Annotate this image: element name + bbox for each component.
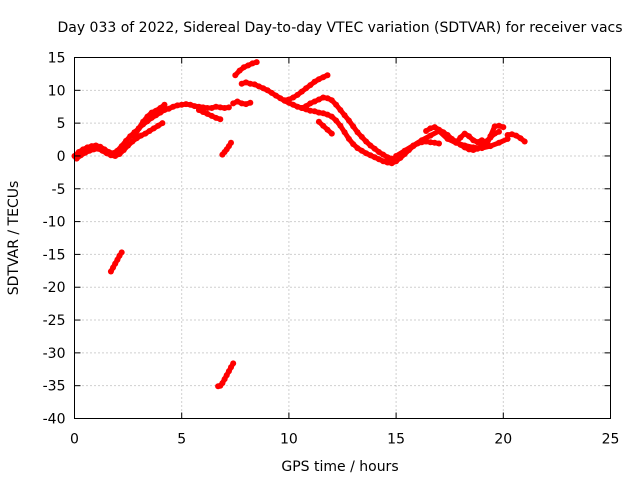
x-tick-label: 5 [177,432,186,448]
y-tick-label: 10 [48,83,66,99]
data-point [217,116,224,123]
axis-ticks: 0 5 10 15 20 25 -40 -35 -30 -25 -20 -15 -10 -5 0 5 10 15 [43,51,620,448]
y-tick-label: -15 [43,247,66,263]
y-tick-label: -10 [43,215,66,231]
series-arc-low-a [73,120,166,162]
chart-title: Day 033 of 2022, Sidereal Day-to-day VTE… [57,20,622,36]
series-arc-neg35 [215,360,237,390]
series-arc-dip [315,118,335,137]
y-tick-label: -25 [43,313,66,329]
series-arc-end-c [504,131,528,145]
y-tick-label: -30 [43,346,66,362]
data-point [228,139,234,146]
series-arc-17 [423,124,502,153]
y-tick-label: -35 [43,379,66,395]
data-point [118,249,125,256]
x-tick-label: 25 [602,432,620,448]
y-tick-label: 5 [57,116,66,132]
data-point [500,124,507,131]
data-point [225,104,232,111]
series-arc-top [232,59,260,79]
series-arc-7 [219,139,234,158]
series-arc-733 [230,98,254,108]
y-tick-label: -20 [43,280,66,296]
y-tick-label: -40 [43,412,66,428]
data-point [247,99,254,106]
series-arc-mid [131,101,168,140]
y-tick-label: 0 [57,149,66,165]
series-arc-hump [281,72,331,104]
plot-frame [74,57,611,419]
series-arc-neg17 [107,249,125,275]
data-point [478,137,485,144]
data-point [496,128,502,135]
y-tick-label: 15 [48,51,66,67]
x-tick-label: 10 [280,432,298,448]
x-tick-label: 20 [494,432,512,448]
data-point [230,360,237,367]
data-point [328,130,335,137]
series-arc-end-b [483,122,507,150]
series-arc-bump [298,94,400,163]
series-arc-end-a [453,130,485,146]
data-point [324,72,331,79]
data-point [436,140,442,147]
data-points [71,59,528,390]
data-point [161,101,168,108]
grid-lines [74,57,611,419]
data-point [253,59,260,66]
data-point [521,138,528,145]
x-tick-label: 0 [70,432,79,448]
y-axis-label: SDTVAR / TECUs [6,181,22,296]
data-point [159,120,166,127]
y-tick-label: -5 [52,182,66,198]
x-axis-label: GPS time / hours [281,459,398,475]
series-arc-drop [195,107,224,123]
series-arc-peak [238,79,442,167]
x-tick-label: 15 [387,432,405,448]
